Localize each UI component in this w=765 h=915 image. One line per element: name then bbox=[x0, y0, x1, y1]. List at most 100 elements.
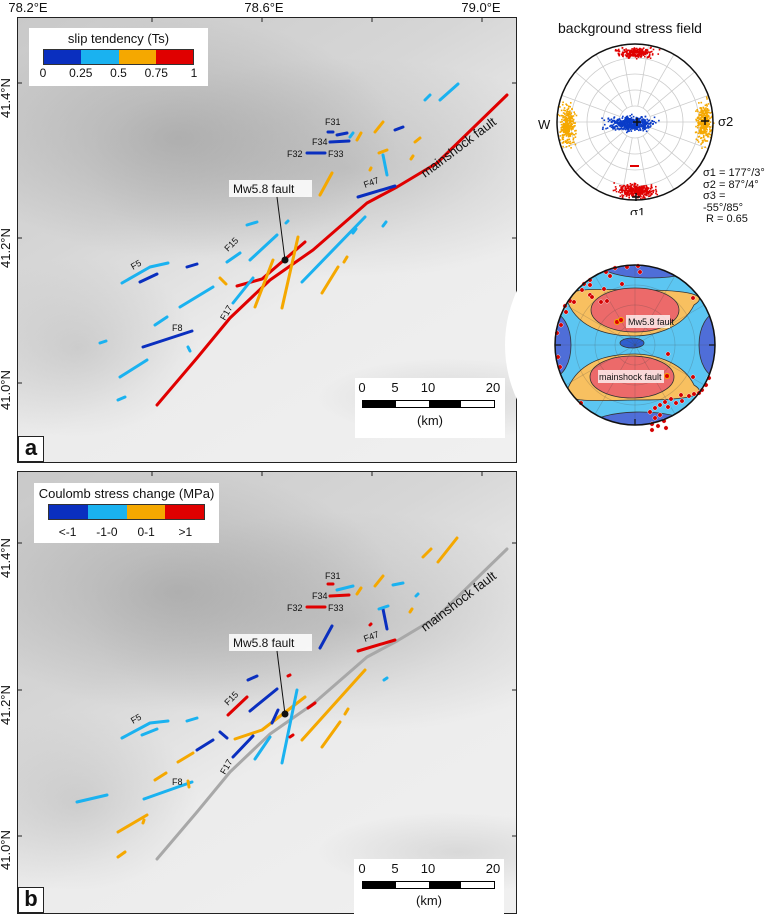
sigma2-cluster bbox=[565, 121, 567, 124]
sigma2-cluster bbox=[568, 127, 571, 130]
sigma1-cluster bbox=[646, 187, 649, 189]
sigma3-cluster bbox=[634, 126, 636, 129]
sigma2-cluster bbox=[571, 126, 574, 128]
sigma2-cluster bbox=[702, 123, 705, 126]
sigma1-cluster bbox=[645, 191, 648, 194]
sigma1-cluster bbox=[624, 189, 627, 192]
r-value: R = 0.65 bbox=[706, 213, 748, 225]
sigma2-cluster bbox=[709, 130, 712, 132]
sigma2-cluster bbox=[571, 120, 573, 123]
sigma1-cluster bbox=[635, 192, 637, 194]
sigma1-cluster bbox=[627, 191, 630, 194]
sigma2-cluster bbox=[563, 126, 566, 129]
sigma1-cluster bbox=[643, 190, 645, 193]
sigma1-cluster bbox=[639, 193, 642, 195]
sigma2-cluster bbox=[706, 117, 709, 120]
sigma1-cluster bbox=[635, 187, 637, 189]
sigma3-cluster bbox=[636, 125, 639, 127]
sigma2-cluster bbox=[568, 132, 571, 135]
sigma1-cluster bbox=[637, 194, 640, 196]
sigma1-cluster bbox=[637, 48, 640, 51]
sigma3-cluster bbox=[630, 130, 633, 132]
sigma1-cluster bbox=[631, 189, 634, 192]
sigma1-cluster bbox=[637, 192, 640, 194]
sigma2-cluster bbox=[706, 115, 709, 117]
sigma2-cluster bbox=[561, 136, 564, 139]
sigma2-cluster bbox=[566, 114, 568, 117]
sigma1-cluster bbox=[650, 50, 653, 53]
sigma1-cluster bbox=[649, 57, 652, 60]
sigma2-cluster bbox=[700, 126, 703, 128]
sigma2-cluster bbox=[701, 122, 704, 124]
panel-label-a: a bbox=[18, 436, 44, 462]
sigma2-cluster bbox=[711, 115, 713, 118]
sigma1-cluster bbox=[634, 53, 636, 56]
sigma3-cluster bbox=[647, 120, 650, 122]
sigma2-cluster bbox=[706, 133, 709, 136]
sigma1-cluster bbox=[621, 189, 623, 192]
sigma1-cluster bbox=[643, 186, 645, 189]
fault-pole bbox=[647, 409, 653, 415]
sigma2-cluster bbox=[566, 114, 568, 117]
sigma2-cluster bbox=[704, 140, 707, 142]
sigma2-cluster bbox=[559, 131, 561, 133]
sigma2-cluster bbox=[564, 123, 566, 125]
sigma1-cluster bbox=[621, 46, 624, 49]
sigma2-cluster bbox=[569, 117, 571, 119]
sigma2-cluster bbox=[706, 118, 709, 121]
sigma2-cluster bbox=[698, 118, 701, 121]
sigma3-cluster bbox=[638, 126, 640, 129]
sigma1-cluster bbox=[630, 184, 633, 186]
sigma2-cluster bbox=[702, 139, 704, 142]
sigma3-cluster bbox=[605, 127, 607, 130]
sigma1-cluster bbox=[634, 49, 636, 52]
sigma1-cluster bbox=[618, 189, 621, 191]
sigma2-cluster bbox=[563, 126, 566, 128]
sigma1-cluster bbox=[640, 195, 642, 198]
sigma3-cluster bbox=[643, 119, 646, 122]
fault-pole bbox=[587, 277, 593, 283]
sigma3-cluster bbox=[613, 117, 615, 119]
sigma2-cluster bbox=[699, 122, 702, 124]
sigma3-cluster bbox=[648, 119, 651, 122]
sigma1-cluster bbox=[635, 51, 638, 54]
sigma2-cluster bbox=[706, 117, 708, 120]
sigma1-cluster bbox=[618, 191, 620, 193]
sigma1-cluster bbox=[648, 55, 651, 58]
sigma1-cluster bbox=[627, 191, 629, 194]
sigma2-cluster bbox=[562, 124, 565, 127]
sigma1-cluster bbox=[640, 191, 643, 194]
sigma2-cluster bbox=[701, 112, 704, 114]
sigma1-cluster bbox=[631, 187, 634, 189]
sigma3-cluster bbox=[637, 126, 640, 128]
sigma3-cluster bbox=[612, 126, 615, 129]
mid-ts-zone bbox=[566, 353, 700, 402]
sigma2-cluster bbox=[569, 121, 572, 124]
sigma2-cluster bbox=[705, 130, 708, 133]
sigma2-cluster bbox=[703, 113, 706, 116]
sigma2-cluster bbox=[568, 129, 570, 132]
sigma3-cluster bbox=[635, 127, 638, 130]
scale-unit: (km) bbox=[416, 893, 442, 908]
sigma3-cluster bbox=[649, 123, 651, 125]
sigma1-cluster bbox=[631, 50, 633, 53]
sigma3-cluster bbox=[653, 116, 656, 119]
sigma1-cluster bbox=[648, 55, 650, 57]
grid-radial bbox=[561, 127, 621, 150]
sigma2-cluster bbox=[570, 115, 573, 117]
sigma2-cluster bbox=[700, 130, 702, 132]
sigma2-cluster bbox=[702, 122, 704, 125]
sigma3-cluster bbox=[603, 119, 606, 122]
fault-pole bbox=[579, 287, 585, 293]
sigma2-cluster bbox=[706, 124, 708, 127]
sigma1-cluster bbox=[620, 188, 622, 191]
fault-pole bbox=[557, 364, 563, 370]
sigma2-cluster bbox=[702, 132, 705, 134]
sigma2-cluster bbox=[703, 108, 706, 110]
sigma3-cluster bbox=[635, 125, 637, 127]
sigma1-cluster bbox=[638, 54, 641, 57]
sigma2-cluster bbox=[699, 126, 702, 129]
sigma3-cluster bbox=[612, 127, 614, 130]
sigma2-cluster bbox=[568, 145, 571, 147]
sigma2-cluster bbox=[703, 129, 705, 131]
